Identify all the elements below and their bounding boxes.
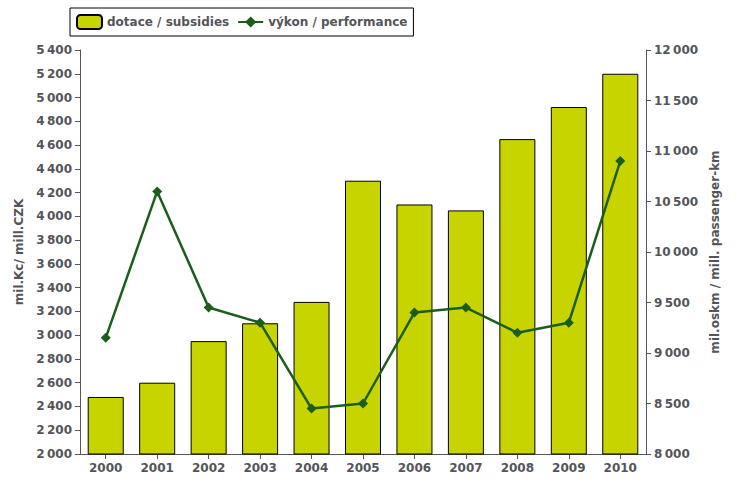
svg-text:2003: 2003 [243,461,276,475]
svg-text:11 000: 11 000 [654,144,698,158]
svg-text:5 000: 5 000 [36,91,72,105]
svg-text:2 200: 2 200 [36,423,72,437]
svg-text:2001: 2001 [140,461,173,475]
svg-text:4 400: 4 400 [36,162,72,176]
svg-text:9 000: 9 000 [654,346,690,360]
svg-text:2 400: 2 400 [36,399,72,413]
svg-text:výkon / performance: výkon / performance [268,15,407,29]
svg-text:10 500: 10 500 [654,195,698,209]
svg-text:dotace / subsidies: dotace / subsidies [107,15,229,29]
svg-text:4 800: 4 800 [36,114,72,128]
svg-text:3 600: 3 600 [36,257,72,271]
svg-text:2005: 2005 [346,461,379,475]
svg-text:5 400: 5 400 [36,43,72,57]
svg-text:2 600: 2 600 [36,376,72,390]
svg-text:3 800: 3 800 [36,233,72,247]
svg-text:2 800: 2 800 [36,352,72,366]
svg-text:2010: 2010 [604,461,637,475]
svg-text:10 000: 10 000 [654,245,698,259]
svg-text:2009: 2009 [552,461,585,475]
svg-text:12 000: 12 000 [654,43,698,57]
svg-text:4 600: 4 600 [36,138,72,152]
svg-text:11 500: 11 500 [654,94,698,108]
svg-text:3 200: 3 200 [36,304,72,318]
svg-text:9 500: 9 500 [654,296,690,310]
svg-text:2008: 2008 [501,461,534,475]
svg-text:4 000: 4 000 [36,209,72,223]
svg-text:2006: 2006 [398,461,431,475]
svg-text:3 400: 3 400 [36,281,72,295]
svg-text:2007: 2007 [449,461,482,475]
svg-text:3 000: 3 000 [36,328,72,342]
svg-text:2002: 2002 [192,461,225,475]
svg-text:mil.Kc/ mill.CZK: mil.Kc/ mill.CZK [12,198,26,305]
svg-text:2004: 2004 [295,461,328,475]
svg-text:8 000: 8 000 [654,447,690,461]
svg-text:4 200: 4 200 [36,186,72,200]
svg-text:2 000: 2 000 [36,447,72,461]
svg-text:8 500: 8 500 [654,397,690,411]
svg-text:mil.oskm / mill. passenger-km: mil.oskm / mill. passenger-km [708,150,722,353]
svg-text:5 200: 5 200 [36,67,72,81]
svg-text:2000: 2000 [89,461,122,475]
